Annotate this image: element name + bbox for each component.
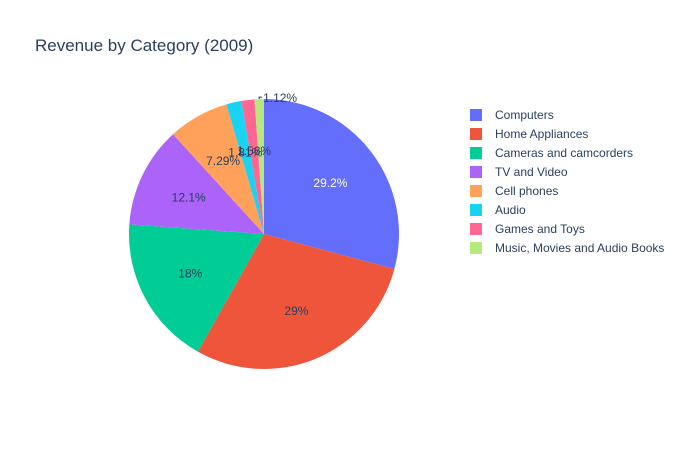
slice-label-cameras-and-camcorders: 18% xyxy=(178,267,202,281)
slice-label-tv-and-video: 12.1% xyxy=(172,190,206,204)
pie-slice-games-and-toys xyxy=(241,99,264,234)
legend-label-cell-phones[interactable]: Cell phones xyxy=(495,184,558,198)
pie-slice-tv-and-video xyxy=(129,134,264,234)
legend: Computers Home Appliances Cameras and camc… xyxy=(470,108,664,255)
legend-swatch-home-appliances[interactable] xyxy=(470,128,482,140)
chart-title: Revenue by Category (2009) xyxy=(35,36,253,55)
legend-label-cameras-and-camcorders[interactable]: Cameras and camcorders xyxy=(495,146,633,160)
legend-swatch-cell-phones[interactable] xyxy=(470,185,482,197)
pie-slice-cameras-and-camcorders xyxy=(128,224,264,352)
pie-slice-audio xyxy=(226,100,264,234)
pie-slices xyxy=(128,99,399,369)
slice-label-music-movies-and-audio-books: 1.12% xyxy=(263,91,297,105)
legend-swatch-audio[interactable] xyxy=(470,204,482,216)
pie-slice-music-movies-and-audio-books xyxy=(254,99,264,234)
legend-label-computers[interactable]: Computers xyxy=(495,108,554,122)
slice-label-audio: 1.81% xyxy=(228,145,262,159)
legend-swatch-tv-and-video[interactable] xyxy=(470,166,482,178)
slice-label-games-and-toys: 1.56% xyxy=(237,144,271,158)
slice-label-cell-phones: 7.29% xyxy=(206,154,240,168)
legend-label-games-and-toys[interactable]: Games and Toys xyxy=(495,222,585,236)
legend-swatch-cameras-and-camcorders[interactable] xyxy=(470,147,482,159)
legend-label-audio[interactable]: Audio xyxy=(495,203,526,217)
slice-label-computers: 29.2% xyxy=(313,176,347,190)
legend-label-tv-and-video[interactable]: TV and Video xyxy=(495,165,568,179)
leader-line-music-movies-and-audio-books xyxy=(258,96,263,100)
legend-swatch-music-movies-and-audio-books[interactable] xyxy=(470,242,482,254)
slice-labels: 29.2% 29% 18% 12.1% 7.29%1.81%1.56% 1.12% xyxy=(172,91,348,318)
legend-label-music-movies-and-audio-books[interactable]: Music, Movies and Audio Books xyxy=(495,241,664,255)
pie-slice-cell-phones xyxy=(173,104,264,234)
pie-slice-computers xyxy=(264,99,399,270)
legend-swatch-computers[interactable] xyxy=(470,109,482,121)
slice-label-home-appliances: 29% xyxy=(284,304,308,318)
pie-slice-home-appliances xyxy=(197,234,395,369)
legend-label-home-appliances[interactable]: Home Appliances xyxy=(495,127,588,141)
legend-swatch-games-and-toys[interactable] xyxy=(470,223,482,235)
